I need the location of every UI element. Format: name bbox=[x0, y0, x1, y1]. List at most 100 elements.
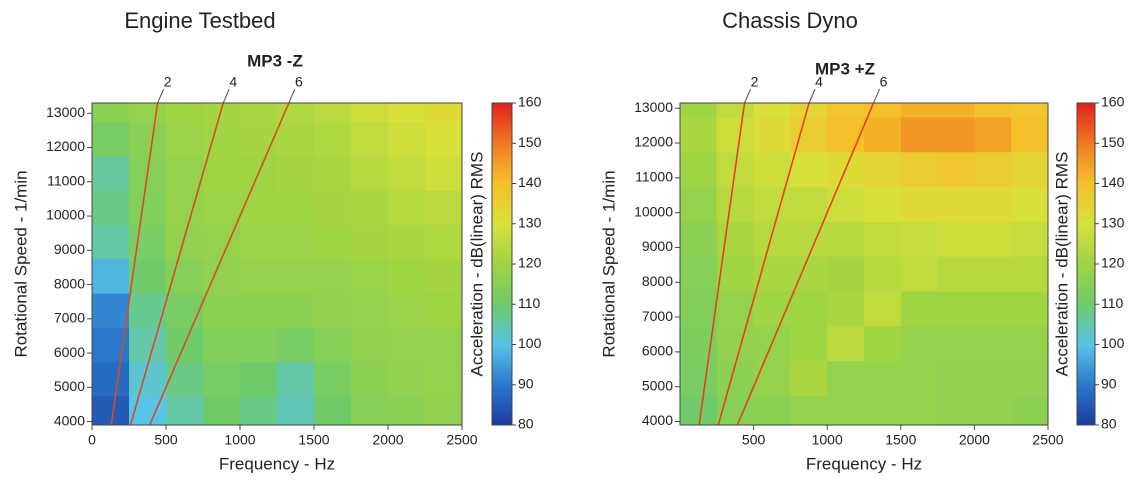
heatmap-cell bbox=[827, 325, 865, 362]
heatmap-cell bbox=[974, 290, 1012, 327]
heatmap-cell bbox=[314, 224, 352, 260]
heatmap-cell bbox=[351, 190, 389, 226]
heatmap-cell bbox=[129, 190, 167, 226]
heatmap-cell bbox=[314, 103, 352, 123]
heatmap-cell bbox=[1011, 395, 1048, 425]
heatmap-cell bbox=[240, 293, 278, 328]
heatmap-cell bbox=[974, 360, 1012, 396]
heatmap-cell bbox=[827, 290, 865, 327]
order-label: 4 bbox=[815, 74, 823, 90]
x-tick-label: 1500 bbox=[298, 432, 329, 448]
heatmap-cell bbox=[277, 327, 315, 363]
y-tick-label: 6000 bbox=[642, 343, 673, 359]
heatmap-cell bbox=[716, 256, 755, 292]
plot-frame bbox=[91, 102, 463, 426]
heatmap-cell bbox=[680, 151, 718, 188]
x-axis-label: Frequency - Hz bbox=[806, 454, 922, 473]
heatmap-cell bbox=[388, 258, 426, 294]
heatmap-cell bbox=[388, 293, 426, 328]
x-tick-label: 2500 bbox=[1032, 432, 1063, 448]
heatmap-cell bbox=[388, 103, 426, 123]
heatmap-cell bbox=[753, 116, 791, 153]
heatmap-cell bbox=[240, 224, 278, 260]
colorbar-tick-label: 140 bbox=[518, 174, 542, 190]
heatmap-cell bbox=[240, 190, 278, 226]
heatmap-cell bbox=[166, 103, 204, 123]
heatmap-cell bbox=[351, 224, 389, 260]
heatmap-cell bbox=[680, 395, 718, 425]
y-tick-label: 6000 bbox=[54, 344, 85, 360]
y-tick-label: 4000 bbox=[642, 412, 673, 428]
heatmap-cell bbox=[864, 256, 902, 292]
heatmap-cell bbox=[900, 360, 939, 396]
order-line bbox=[110, 103, 159, 425]
y-tick-label: 12000 bbox=[634, 134, 673, 150]
heatmap-cell bbox=[1011, 325, 1048, 362]
heatmap-cell bbox=[1011, 221, 1048, 257]
heatmap-cell bbox=[351, 156, 389, 191]
heatmap-cell bbox=[129, 103, 167, 123]
heatmap-cell bbox=[314, 395, 352, 425]
heatmap-cell bbox=[277, 224, 315, 260]
heatmap-cell bbox=[680, 221, 718, 257]
colorbar-tick-label: 80 bbox=[518, 416, 534, 432]
heatmap-cell bbox=[790, 103, 828, 118]
heatmap-chart: Chassis Dyno MP3 +Z 2 4 6 500 1000 1500 2000 2500… bbox=[599, 8, 1124, 474]
heatmap-cell bbox=[425, 156, 462, 191]
heatmap-cell bbox=[129, 293, 167, 328]
heatmap-cell bbox=[277, 361, 315, 397]
colorbar-tick-label: 90 bbox=[518, 375, 534, 391]
heatmap-cell bbox=[240, 327, 278, 363]
heatmap-cell bbox=[974, 325, 1012, 362]
heatmap-cell bbox=[92, 395, 130, 425]
heatmap-cell bbox=[680, 116, 718, 153]
colorbar-tick-label: 160 bbox=[1101, 94, 1125, 110]
chart-title: MP3 -Z bbox=[247, 51, 303, 70]
order-line bbox=[717, 103, 810, 425]
x-tick-label: 1000 bbox=[812, 432, 843, 448]
heatmap-cell bbox=[240, 121, 278, 157]
heatmap-cell bbox=[827, 360, 865, 396]
heatmap-cell bbox=[753, 256, 791, 292]
heatmap-cell bbox=[92, 103, 130, 123]
heatmap-cell bbox=[203, 395, 241, 425]
heatmap-cell bbox=[166, 361, 204, 397]
heatmap-cell bbox=[388, 224, 426, 260]
heatmap-cell bbox=[900, 290, 939, 327]
heatmap-cell bbox=[900, 151, 939, 188]
heatmap-cell bbox=[716, 186, 755, 222]
heading: Engine Testbed bbox=[124, 8, 275, 33]
heatmap-cell bbox=[277, 258, 315, 294]
heatmap-cell bbox=[277, 293, 315, 328]
colorbar-tick-label: 130 bbox=[518, 214, 542, 230]
heatmap-cell bbox=[680, 360, 718, 396]
order-leader bbox=[744, 88, 751, 104]
heatmap-cell bbox=[314, 258, 352, 294]
heatmap-cell bbox=[314, 293, 352, 328]
heatmap-cell bbox=[92, 224, 130, 260]
order-label: 6 bbox=[295, 74, 303, 90]
heatmap-cell bbox=[753, 360, 791, 396]
colorbar-tick-label: 120 bbox=[518, 255, 542, 271]
heatmap-cell bbox=[716, 290, 755, 327]
heatmap-cell bbox=[425, 361, 462, 397]
heatmap-cell bbox=[864, 186, 902, 222]
heatmap-cell bbox=[1011, 151, 1048, 188]
heatmap-cell bbox=[314, 361, 352, 397]
y-axis-label: Rotational Speed - 1/min bbox=[599, 170, 618, 357]
y-tick-label: 7000 bbox=[642, 308, 673, 324]
x-tick-label: 500 bbox=[742, 432, 766, 448]
heatmap-cell bbox=[864, 290, 902, 327]
heatmap-cell bbox=[827, 395, 865, 425]
heatmap-cell bbox=[680, 256, 718, 292]
heatmap-cell bbox=[753, 186, 791, 222]
heatmap-cell bbox=[937, 151, 975, 188]
heatmap-cell bbox=[753, 103, 791, 118]
heatmap-cell bbox=[388, 327, 426, 363]
order-label: 6 bbox=[880, 74, 888, 90]
heatmap-cell bbox=[92, 156, 130, 191]
order-leader bbox=[873, 88, 881, 104]
heatmap-cell bbox=[203, 190, 241, 226]
heatmap-cell bbox=[864, 360, 902, 396]
x-tick-label: 2500 bbox=[446, 432, 477, 448]
